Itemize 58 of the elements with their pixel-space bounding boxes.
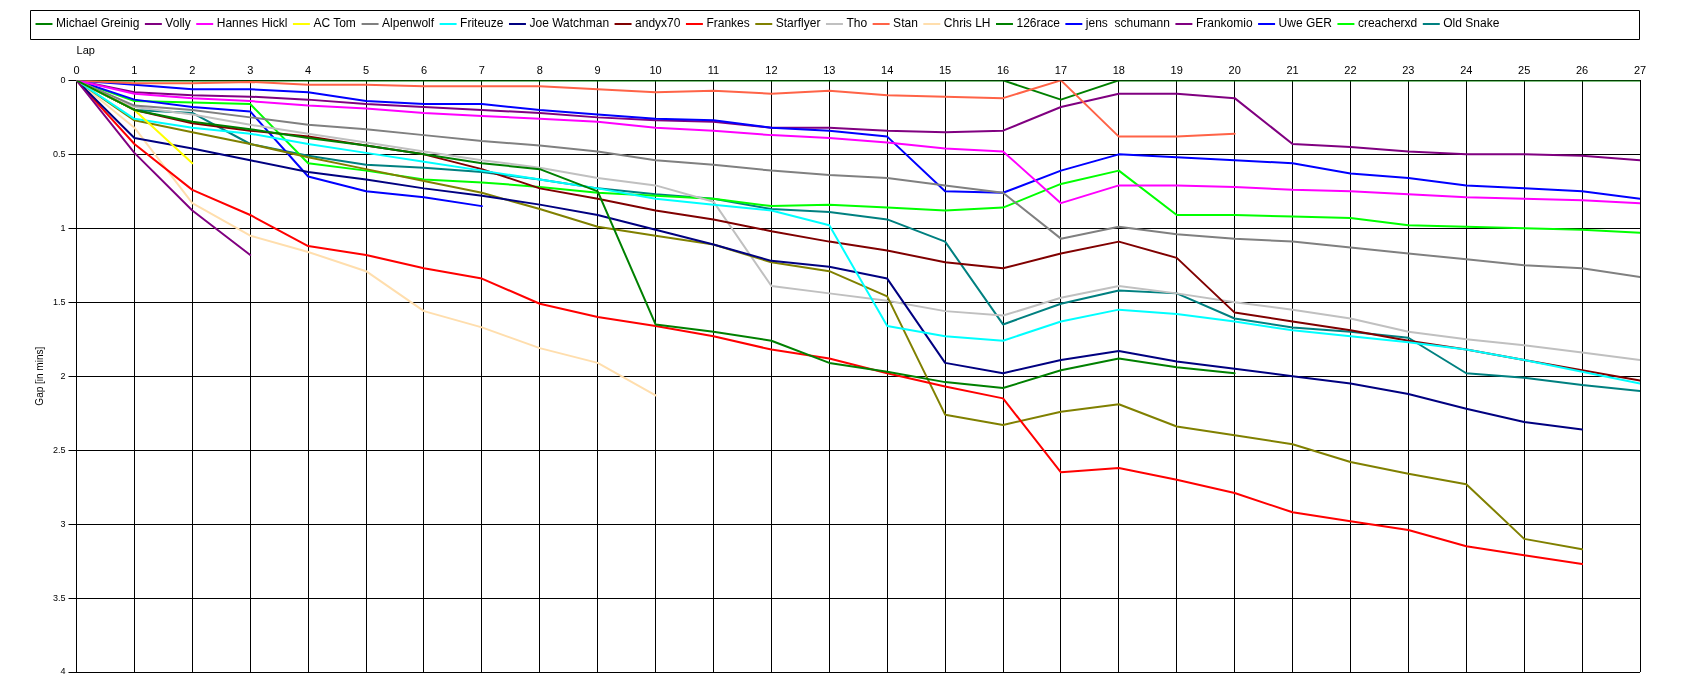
y-tick-label: 2.5 — [53, 444, 66, 455]
legend-label: AC Tom — [313, 16, 356, 31]
x-axis-title: Lap — [76, 43, 95, 56]
x-tick-label: 0 — [73, 63, 80, 76]
legend-label: Stan — [893, 16, 918, 31]
legend-label: Frankes — [706, 16, 750, 31]
x-tick-label: 23 — [1402, 63, 1415, 76]
legend-label: Chris LH — [943, 16, 991, 31]
x-tick-label: 18 — [1112, 63, 1125, 76]
y-tick-label: 4 — [60, 666, 66, 677]
legend-label: Hannes Hickl — [216, 16, 288, 31]
y-tick-label: 0.5 — [53, 148, 66, 159]
x-tick-label: 11 — [707, 63, 720, 76]
x-tick-label: 8 — [536, 63, 543, 76]
x-tick-label: 17 — [1054, 63, 1068, 76]
x-tick-label: 22 — [1344, 63, 1357, 76]
x-tick-label: 2 — [189, 63, 196, 76]
x-tick-label: 20 — [1228, 63, 1241, 76]
legend-label: Volly — [165, 16, 191, 31]
y-tick-label: 1.5 — [53, 296, 66, 307]
x-tick-label: 19 — [1170, 63, 1183, 76]
legend-label: Friteuze — [460, 16, 504, 31]
y-tick-label: 2 — [60, 370, 66, 381]
y-tick-label: 0 — [60, 74, 66, 85]
y-tick-label: 1 — [60, 222, 66, 233]
legend-label: Starflyer — [775, 16, 821, 31]
y-tick-label: 3.5 — [53, 592, 66, 603]
x-tick-label: 12 — [765, 63, 778, 76]
x-tick-label: 21 — [1286, 63, 1299, 76]
x-tick-label: 3 — [247, 63, 254, 76]
y-axis-title: Gap [in mins] — [33, 346, 45, 406]
x-tick-label: 1 — [131, 63, 138, 76]
x-tick-label: 6 — [420, 63, 428, 76]
x-tick-label: 10 — [649, 63, 662, 76]
legend-label: Uwe GER — [1278, 16, 1333, 31]
legend-label: Old Snake — [1443, 16, 1500, 31]
y-tick-label: 3 — [60, 518, 66, 529]
x-tick-label: 9 — [594, 63, 601, 76]
legend-label: creacherxd — [1357, 16, 1418, 31]
legend-label: Frankomio — [1195, 16, 1253, 31]
legend-label: 126race — [1016, 16, 1061, 31]
x-tick-label: 14 — [881, 63, 894, 76]
legend-label: jens schumann — [1084, 16, 1170, 31]
x-tick-label: 15 — [938, 63, 952, 76]
legend-label: Michael Greinig — [56, 16, 140, 31]
x-tick-label: 25 — [1518, 63, 1531, 76]
x-tick-label: 4 — [305, 63, 312, 76]
x-tick-label: 13 — [823, 63, 836, 76]
x-tick-label: 16 — [996, 63, 1010, 76]
x-tick-label: 27 — [1633, 63, 1647, 76]
x-tick-label: 5 — [362, 63, 370, 76]
legend-label: andyx70 — [635, 16, 681, 31]
legend-label: Tho — [846, 16, 868, 31]
legend-label: Joe Watchman — [529, 16, 610, 31]
x-tick-label: 26 — [1575, 63, 1589, 76]
legend-label: Alpenwolf — [382, 16, 435, 31]
x-tick-label: 24 — [1460, 63, 1473, 76]
x-tick-label: 7 — [478, 63, 485, 76]
